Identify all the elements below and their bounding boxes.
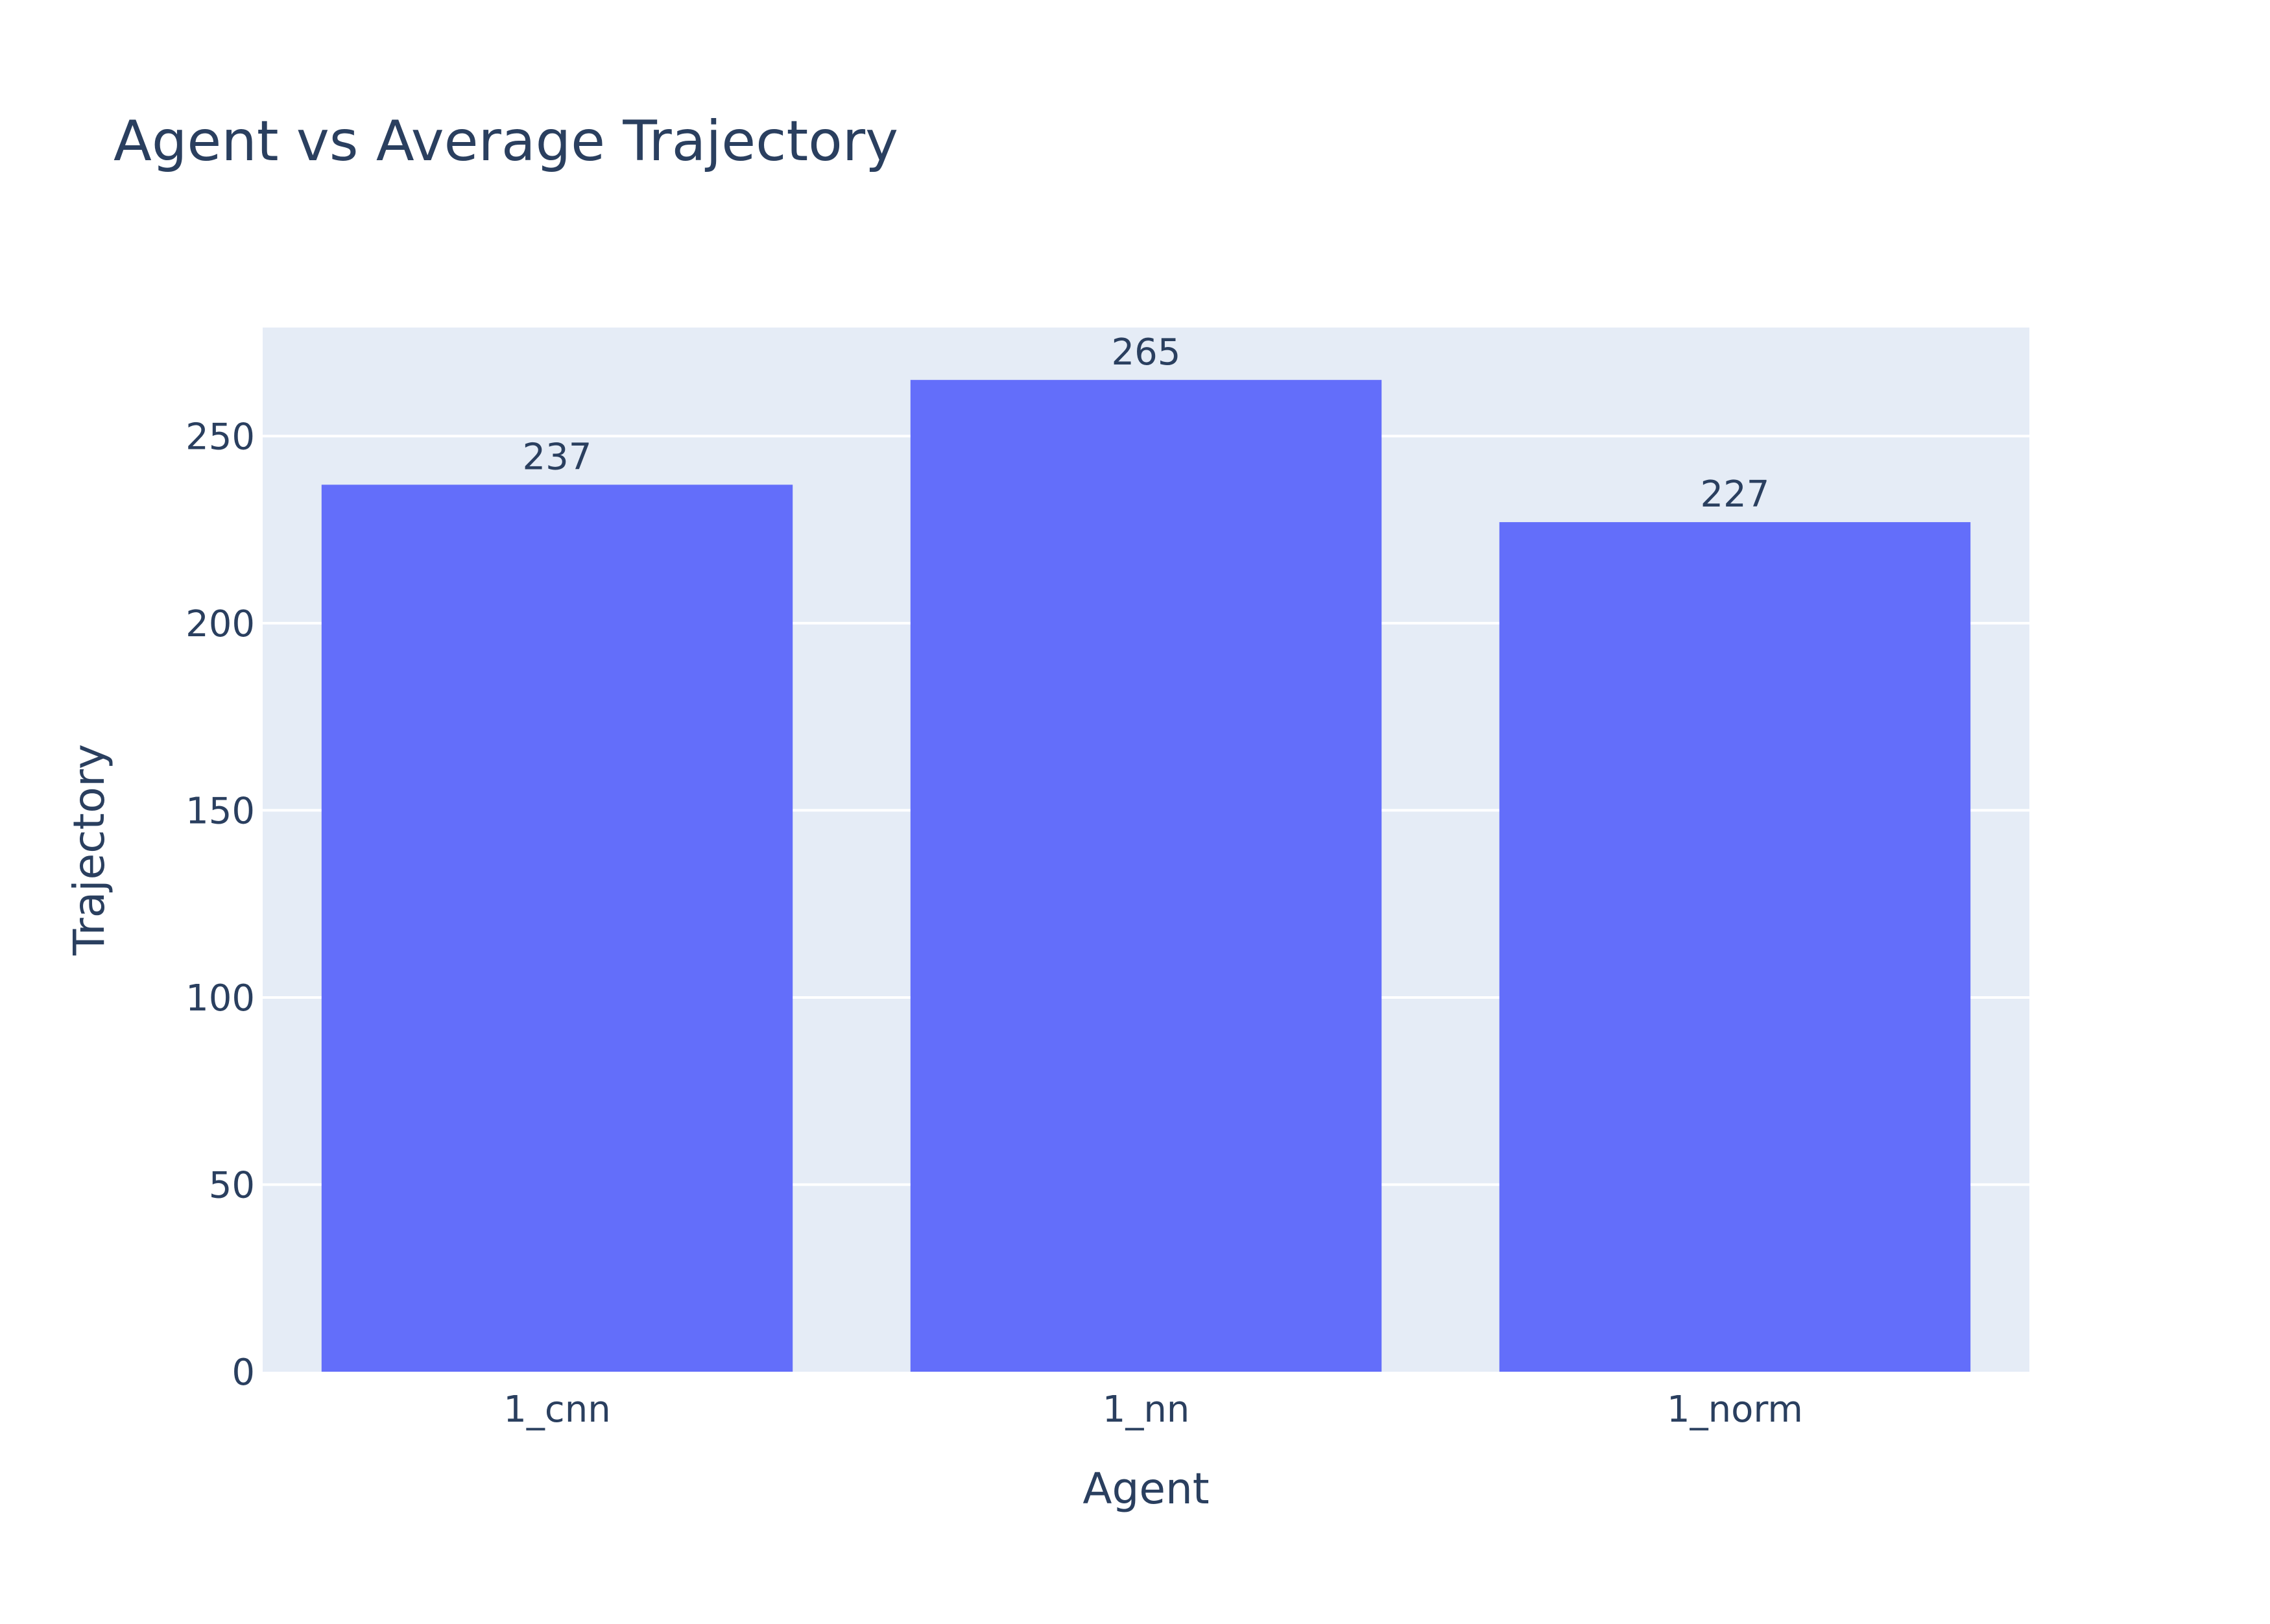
bar-1_norm <box>1499 522 1971 1372</box>
y-tick-label: 0 <box>232 1352 255 1394</box>
data-labels: 237 265 227 <box>523 331 1770 516</box>
y-axis-ticks: 0 50 100 150 200 250 <box>185 416 255 1394</box>
x-axis-ticks: 1_cnn 1_nn 1_norm <box>503 1389 1803 1431</box>
chart-title: Agent vs Average Trajectory <box>114 109 898 174</box>
data-label: 237 <box>523 436 592 478</box>
y-tick-label: 200 <box>185 603 255 645</box>
y-tick-label: 250 <box>185 416 255 458</box>
x-axis-label: Agent <box>1082 1464 1209 1514</box>
y-tick-label: 50 <box>209 1164 255 1206</box>
bar-1_nn <box>910 379 1382 1372</box>
data-label: 227 <box>1701 473 1770 516</box>
data-label: 265 <box>1112 331 1181 374</box>
y-axis-label: Trajectory <box>64 744 114 956</box>
bar-1_cnn <box>321 484 793 1372</box>
x-tick-label: 1_nn <box>1103 1389 1190 1431</box>
y-tick-label: 150 <box>185 790 255 832</box>
x-tick-label: 1_norm <box>1667 1389 1803 1431</box>
y-tick-label: 100 <box>185 977 255 1020</box>
x-tick-label: 1_cnn <box>503 1389 610 1431</box>
bars <box>321 379 1971 1372</box>
